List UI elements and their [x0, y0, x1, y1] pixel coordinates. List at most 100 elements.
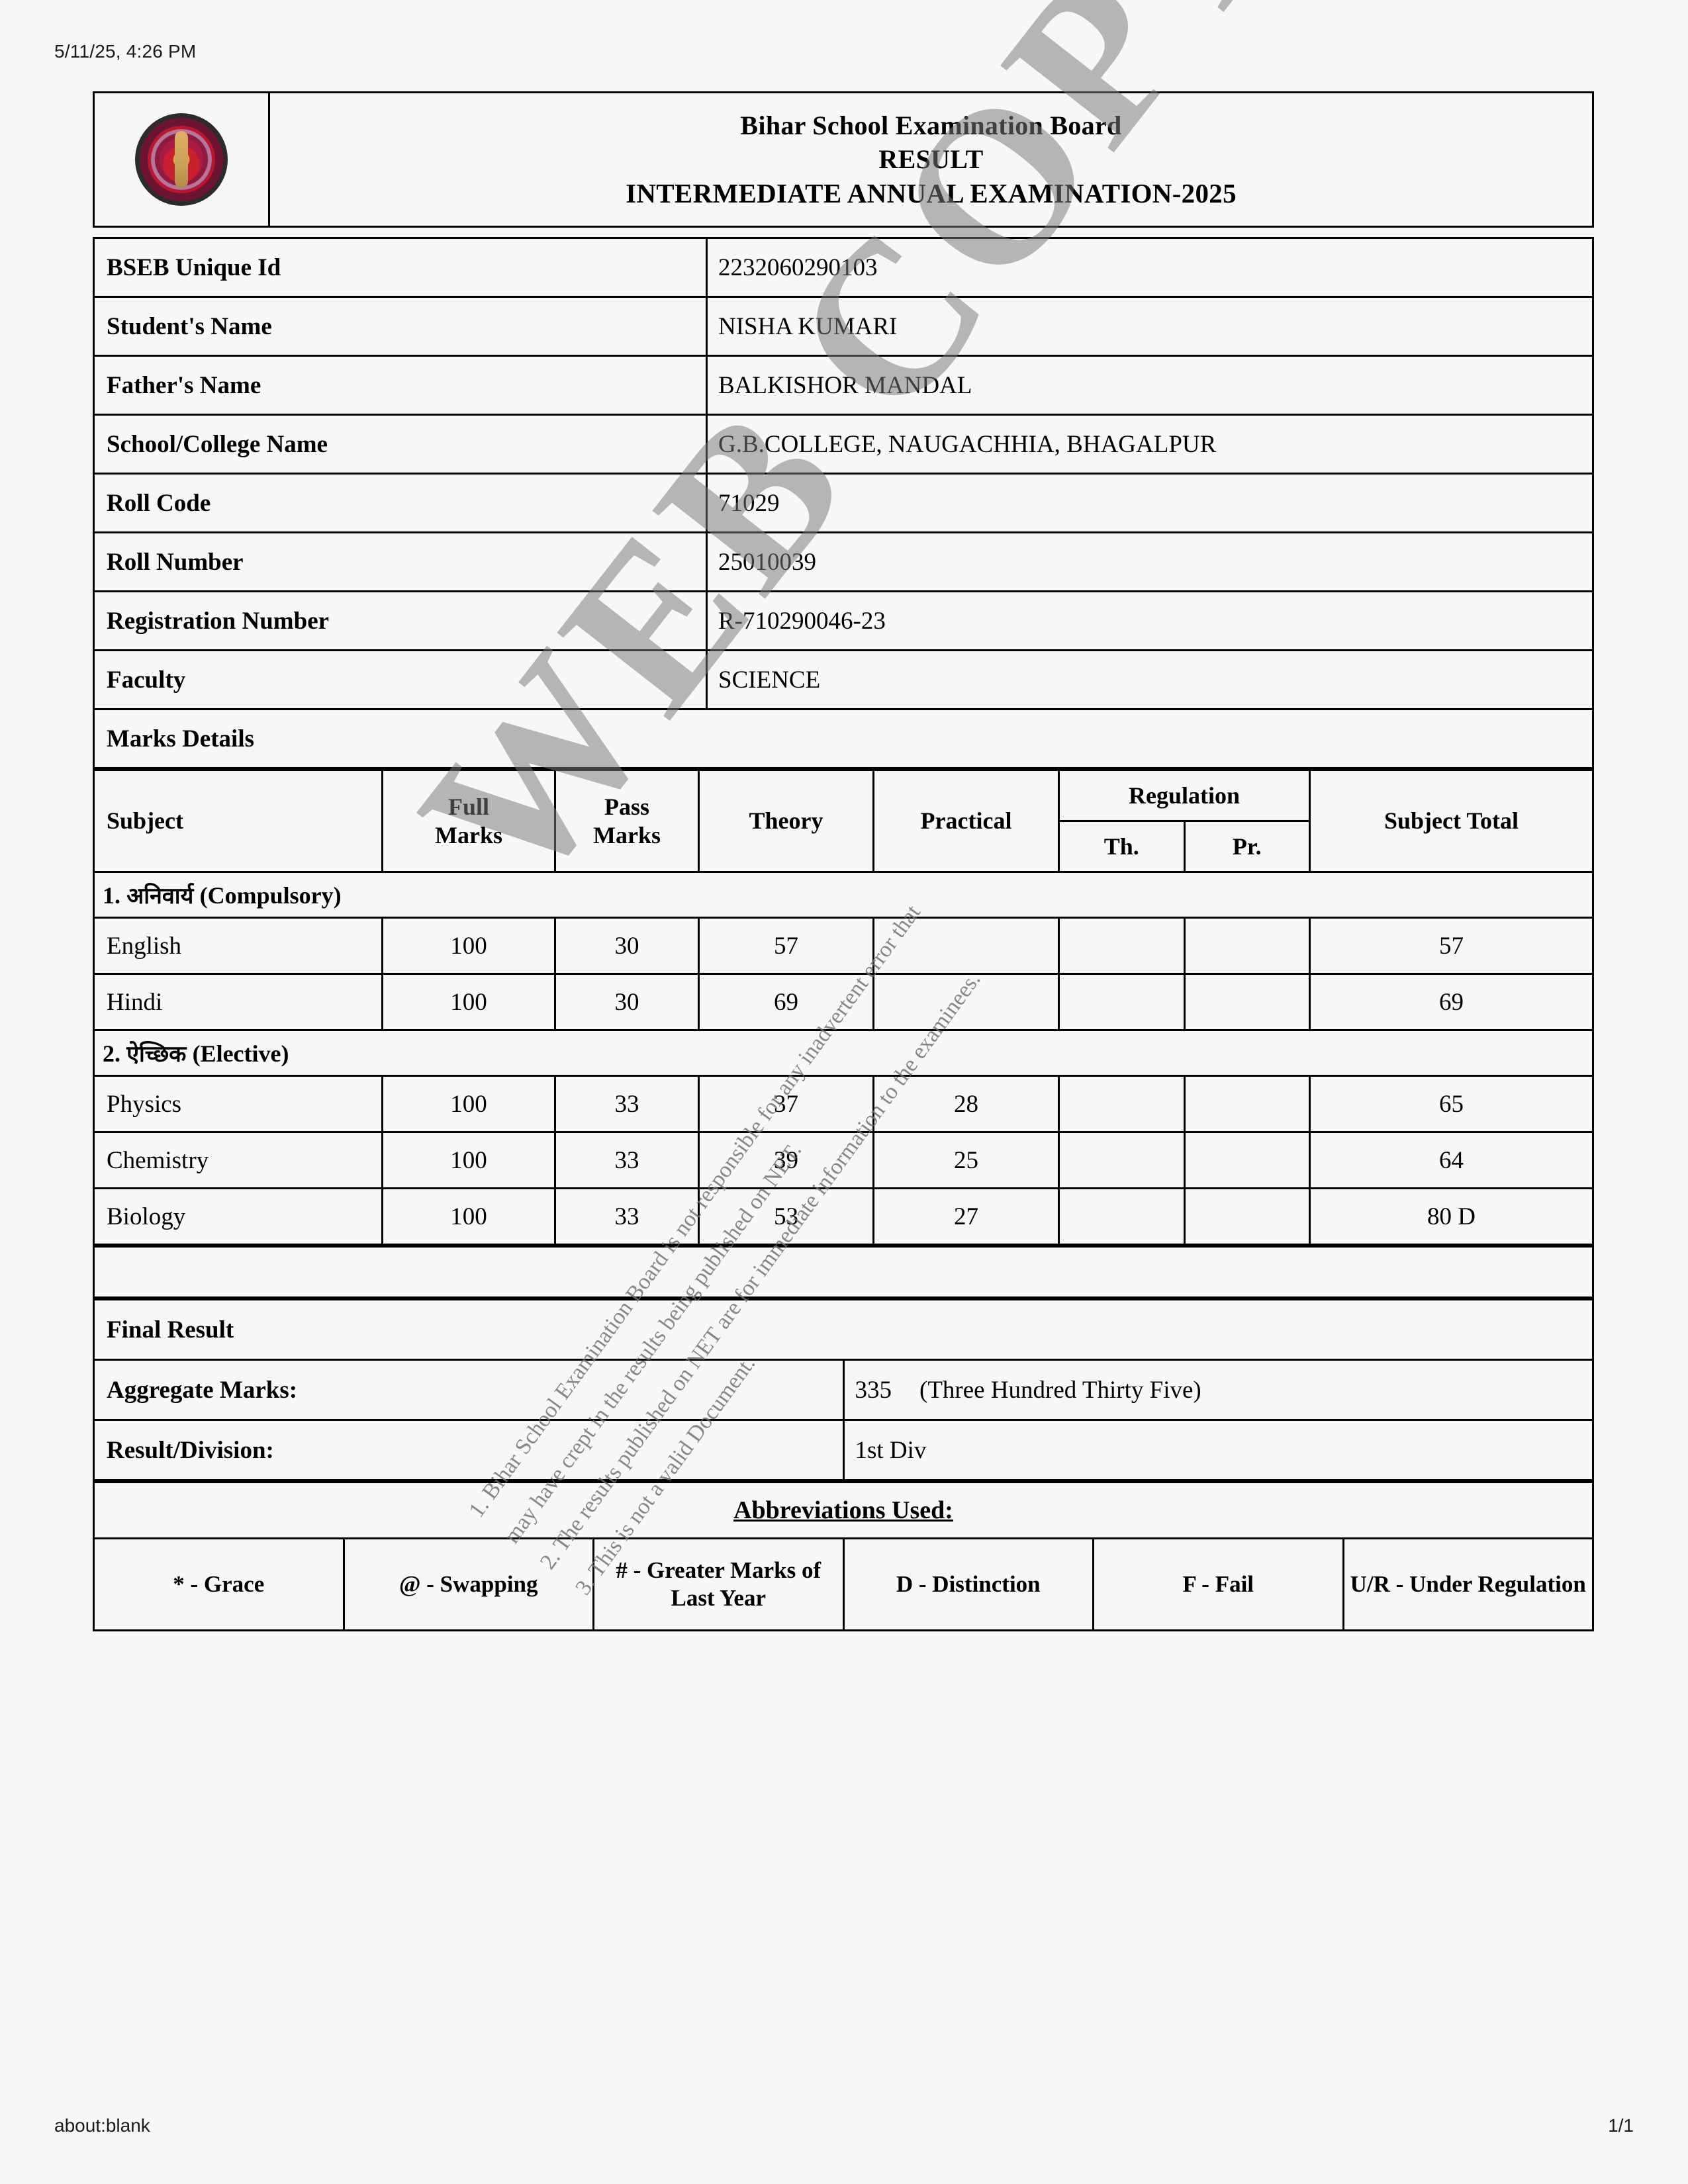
info-label-bseb-unique-id: BSEB Unique Id [93, 237, 708, 298]
subject-group-header-elective: 2. ऐच्छिक (Elective) [93, 1029, 1594, 1077]
print-date: 5/11/25, 4:26 PM [54, 41, 197, 62]
board-name: Bihar School Examination Board [740, 110, 1122, 140]
group-label-elective: 2. ऐच्छिक (Elective) [93, 1029, 1594, 1077]
col-header-practical: Practical [872, 769, 1060, 873]
regulation-th-hindi [1058, 973, 1186, 1031]
abbr-swapping: @ - Swapping [342, 1537, 594, 1631]
spacer-table [93, 1246, 1594, 1298]
practical-marks-english [872, 917, 1060, 975]
col-header-regulation: Regulation [1058, 769, 1311, 822]
table-row: Roll Code 71029 [93, 473, 1594, 533]
table-row: Roll Number 25010039 [93, 531, 1594, 592]
result-card: Bihar School Examination Board RESULT IN… [93, 91, 1594, 1631]
subject-total-chemistry: 64 [1309, 1131, 1594, 1189]
aggregate-marks-label: Aggregate Marks: [93, 1359, 845, 1421]
full-marks-chemistry: 100 [381, 1131, 556, 1189]
abbr-grace: * - Grace [93, 1537, 345, 1631]
practical-marks-hindi [872, 973, 1060, 1031]
table-row: Student's Name NISHA KUMARI [93, 296, 1594, 357]
subject-name-english: English [93, 917, 383, 975]
col-header-regulation-pr: Pr. [1183, 820, 1311, 873]
subject-total-physics: 65 [1309, 1075, 1594, 1133]
table-row: Result/Division: 1st Div [93, 1419, 1594, 1481]
table-row: Aggregate Marks: 335 (Three Hundred Thirt… [93, 1359, 1594, 1421]
regulation-pr-physics [1183, 1075, 1311, 1133]
result-header-table: Bihar School Examination Board RESULT IN… [93, 91, 1594, 228]
pass-marks-line2: Marks [593, 821, 661, 848]
col-header-subject: Subject [93, 769, 383, 873]
regulation-pr-chemistry [1183, 1131, 1311, 1189]
regulation-pr-hindi [1183, 973, 1311, 1031]
table-row: Marks Details [93, 708, 1594, 769]
regulation-th-biology [1058, 1187, 1186, 1246]
final-result-heading: Final Result [93, 1298, 1594, 1361]
info-value-student-name: NISHA KUMARI [706, 296, 1594, 357]
group-name-hindi-1: अनिवार्य [126, 883, 194, 909]
aggregate-words: (Three Hundred Thirty Five) [919, 1376, 1201, 1404]
table-row: Abbreviations Used: [93, 1481, 1594, 1539]
subject-name-biology: Biology [93, 1187, 383, 1246]
footer-url: about:blank [54, 2115, 150, 2136]
full-marks-line1: Full [447, 794, 489, 821]
col-header-full-marks: Full Marks [381, 769, 556, 873]
practical-marks-chemistry: 25 [872, 1131, 1060, 1189]
practical-marks-biology: 27 [872, 1187, 1060, 1246]
abbr-distinction: D - Distinction [842, 1537, 1094, 1631]
col-header-pass-marks: Pass Marks [554, 769, 700, 873]
group-name-english-2: (Elective) [192, 1040, 289, 1067]
table-row: Chemistry 100 33 39 25 64 [93, 1131, 1594, 1189]
student-info-table: BSEB Unique Id 2232060290103 Student's N… [93, 237, 1594, 769]
table-row: Registration Number R-710290046-23 [93, 590, 1594, 651]
table-row: BSEB Unique Id 2232060290103 [93, 237, 1594, 298]
marks-details-heading: Marks Details [93, 708, 1594, 769]
info-value-faculty: SCIENCE [706, 649, 1594, 710]
info-value-bseb-unique-id: 2232060290103 [706, 237, 1594, 298]
abbr-greater-marks: # - Greater Marks of Last Year [592, 1537, 845, 1631]
blank-row [93, 1246, 1594, 1298]
result-word: RESULT [878, 144, 984, 174]
subject-name-hindi: Hindi [93, 973, 383, 1031]
theory-marks-chemistry: 39 [698, 1131, 874, 1189]
marks-table: Subject Full Marks Pass Marks Theory Pra… [93, 769, 1594, 1246]
full-marks-physics: 100 [381, 1075, 556, 1133]
subject-total-hindi: 69 [1309, 973, 1594, 1031]
group-number-1: 1. [103, 882, 120, 909]
footer-page-number: 1/1 [1608, 2115, 1634, 2136]
table-row: Father's Name BALKISHOR MANDAL [93, 355, 1594, 416]
table-row: Biology 100 33 53 27 80 D [93, 1187, 1594, 1246]
regulation-th-english [1058, 917, 1186, 975]
table-row: Final Result [93, 1298, 1594, 1361]
info-value-father-name: BALKISHOR MANDAL [706, 355, 1594, 416]
theory-marks-physics: 37 [698, 1075, 874, 1133]
table-row: Hindi 100 30 69 69 [93, 973, 1594, 1031]
pass-marks-hindi: 30 [554, 973, 700, 1031]
theory-marks-hindi: 69 [698, 973, 874, 1031]
full-marks-line2: Marks [435, 821, 502, 848]
regulation-pr-english [1183, 917, 1311, 975]
subject-name-physics: Physics [93, 1075, 383, 1133]
col-header-regulation-th: Th. [1058, 820, 1186, 873]
subject-name-chemistry: Chemistry [93, 1131, 383, 1189]
info-value-roll-code: 71029 [706, 473, 1594, 533]
pass-marks-biology: 33 [554, 1187, 700, 1246]
col-header-subject-total: Subject Total [1309, 769, 1594, 873]
pass-marks-chemistry: 33 [554, 1131, 700, 1189]
final-result-table: Final Result Aggregate Marks: 335 (Three … [93, 1298, 1594, 1481]
marks-header-row-2: Th. Pr. [94, 820, 1593, 873]
info-value-roll-number: 25010039 [706, 531, 1594, 592]
table-row: * - Grace @ - Swapping # - Greater Marks… [93, 1537, 1594, 1631]
regulation-th-chemistry [1058, 1131, 1186, 1189]
board-title-cell: Bihar School Examination Board RESULT IN… [268, 91, 1594, 228]
aggregate-number: 335 [855, 1376, 892, 1404]
subject-group-header-compulsory: 1. अनिवार्य (Compulsory) [93, 871, 1594, 919]
info-label-registration-number: Registration Number [93, 590, 708, 651]
info-value-school-college-name: G.B.COLLEGE, NAUGACHHIA, BHAGALPUR [706, 414, 1594, 475]
group-name-hindi-2: ऐच्छिक [126, 1041, 187, 1068]
info-label-student-name: Student's Name [93, 296, 708, 357]
bseb-seal-logo-icon [135, 113, 228, 206]
full-marks-english: 100 [381, 917, 556, 975]
abbreviations-heading: Abbreviations Used: [93, 1481, 1594, 1539]
info-label-father-name: Father's Name [93, 355, 708, 416]
table-row: School/College Name G.B.COLLEGE, NAUGACH… [93, 414, 1594, 475]
